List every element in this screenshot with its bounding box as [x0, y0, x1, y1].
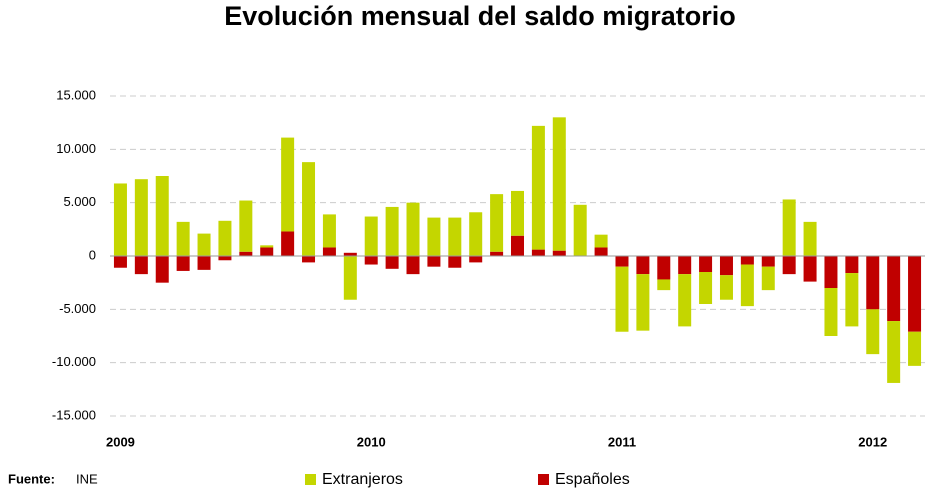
- bar-segment: [448, 217, 462, 256]
- bar-segment: [636, 256, 650, 275]
- bar-segment: [134, 179, 148, 256]
- bar-segment: [615, 256, 629, 267]
- bar-segment: [197, 233, 211, 256]
- bar-segment: [218, 256, 232, 261]
- y-tick-label: -15.000: [52, 407, 96, 422]
- x-tick-label: 2010: [357, 434, 386, 449]
- bar-segment: [678, 256, 692, 275]
- bar-segment: [866, 309, 880, 355]
- bar-segment: [719, 275, 733, 300]
- bar-segment: [719, 256, 733, 276]
- x-tick-label: 2012: [858, 434, 887, 449]
- bar-segment: [113, 183, 127, 256]
- bar-segment: [552, 117, 566, 251]
- bar-segment: [657, 279, 671, 291]
- bar-segment: [908, 256, 922, 332]
- legend-swatch: [538, 474, 549, 485]
- bar-segment: [782, 256, 796, 275]
- x-tick-label: 2011: [608, 434, 636, 449]
- bar-segment: [322, 214, 336, 248]
- chart-title: Evolución mensual del saldo migratorio: [224, 1, 736, 31]
- bar-segment: [469, 256, 483, 263]
- bar-segment: [511, 235, 524, 256]
- bar-segment: [385, 256, 399, 269]
- bar-segment: [824, 288, 838, 336]
- y-tick-label: 10.000: [56, 141, 96, 156]
- bar-segment: [761, 256, 775, 267]
- legend-label: Extranjeros: [322, 471, 403, 488]
- bar-segment: [302, 256, 316, 263]
- bar-segment: [302, 162, 316, 256]
- bar-segment: [260, 245, 274, 248]
- bar-segment: [176, 256, 190, 271]
- bar-segment: [552, 250, 566, 256]
- bar-segment: [239, 200, 253, 252]
- bar-segment: [887, 256, 901, 322]
- bar-segment: [803, 256, 817, 282]
- bar-segment: [594, 234, 608, 248]
- bar-segment: [845, 273, 859, 327]
- bar-segment: [740, 256, 754, 265]
- bar-segment: [281, 231, 295, 256]
- bar-segment: [322, 247, 336, 256]
- y-tick-label: 5.000: [63, 194, 96, 209]
- bar-segment: [887, 321, 901, 383]
- bar-segment: [824, 256, 838, 288]
- bar-segment: [406, 256, 420, 275]
- legend-swatch: [305, 474, 316, 485]
- bar-segment: [573, 204, 587, 256]
- bar-segment: [281, 137, 295, 232]
- bar-segment: [134, 256, 148, 275]
- bar-segment: [239, 251, 253, 256]
- y-tick-label: 15.000: [56, 87, 96, 102]
- bar-segment: [699, 256, 713, 272]
- source-text: INE: [76, 471, 98, 486]
- y-tick-label: 0: [89, 247, 96, 262]
- bar-segment: [908, 331, 922, 366]
- bar-segment: [364, 216, 378, 256]
- bar-segment: [740, 264, 754, 307]
- bar-segment: [636, 274, 650, 331]
- bar-segment: [343, 256, 357, 300]
- bar-segment: [176, 221, 190, 256]
- bar-segment: [113, 256, 127, 268]
- bar-segment: [782, 199, 796, 256]
- legend-label: Españoles: [555, 471, 630, 488]
- bar-segment: [845, 256, 859, 274]
- bar-segment: [699, 272, 713, 304]
- bar-segment: [761, 266, 775, 291]
- bar-segment: [427, 256, 441, 267]
- bar-segment: [364, 256, 378, 265]
- x-tick-label: 2009: [106, 434, 135, 449]
- bar-segment: [385, 206, 399, 256]
- bar-segment: [343, 252, 357, 256]
- bar-segment: [469, 212, 483, 256]
- bar-segment: [260, 247, 274, 256]
- bar-segment: [866, 256, 880, 310]
- bar-segment: [427, 217, 441, 256]
- bar-segment: [155, 256, 169, 283]
- bar-segment: [448, 256, 462, 268]
- bar-segment: [803, 221, 817, 256]
- bar-segment: [531, 125, 545, 250]
- bar-segment: [678, 274, 692, 327]
- bar-segment: [197, 256, 211, 270]
- y-tick-label: -5.000: [59, 301, 96, 316]
- bar-segment: [490, 251, 504, 256]
- bar-segment: [531, 249, 545, 256]
- y-tick-label: -10.000: [52, 354, 96, 369]
- bar-segment: [657, 256, 671, 280]
- bar-segment: [155, 176, 169, 256]
- source-label: Fuente:: [8, 471, 55, 486]
- bar-segment: [490, 194, 504, 252]
- bar-segment: [406, 202, 420, 256]
- bar-segment: [218, 220, 232, 256]
- bar-segment: [594, 247, 608, 256]
- bar-segment: [615, 266, 629, 332]
- bar-segment: [511, 190, 524, 236]
